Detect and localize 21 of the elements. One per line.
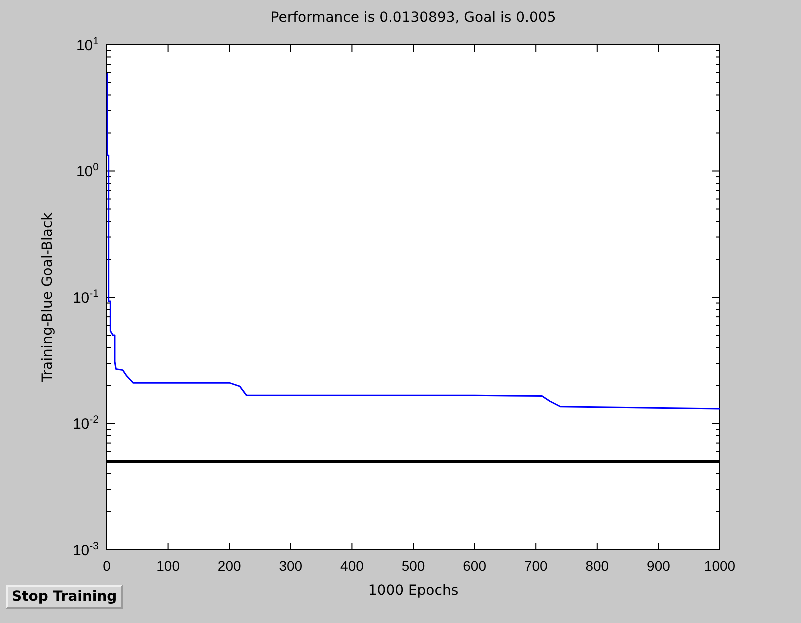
y-tick-label: 10$^{0}$	[76, 162, 100, 180]
x-axis-title: 1000 Epochs	[368, 583, 459, 599]
x-tick-label: 1000	[704, 558, 736, 574]
x-tick-label: 0	[103, 558, 112, 574]
y-tick-label: 10$^{-2}$	[72, 414, 100, 433]
x-tick-label: 500	[402, 558, 426, 574]
line-series	[106, 73, 721, 410]
x-tick-label: 400	[340, 558, 364, 574]
x-tick-label: 600	[463, 558, 487, 574]
x-tick-label: 200	[218, 558, 242, 574]
y-tick-label: 10$^{-3}$	[72, 540, 100, 560]
chart-title: Performance is 0.0130893, Goal is 0.005	[270, 10, 556, 26]
x-tick-label: 800	[586, 558, 610, 574]
x-tick-label: 700	[524, 558, 548, 574]
x-tick-label: 100	[156, 558, 180, 574]
stop-button: Stop Training	[6, 585, 124, 609]
y-tick-label: 10$^{-1}$	[72, 288, 100, 307]
y-tick-label: 10$^{1}$	[76, 35, 100, 54]
y-axis-title: Training-Blue Goal-Black	[40, 212, 56, 384]
x-tick-label: 900	[647, 558, 671, 574]
x-tick-label: 300	[279, 558, 303, 574]
